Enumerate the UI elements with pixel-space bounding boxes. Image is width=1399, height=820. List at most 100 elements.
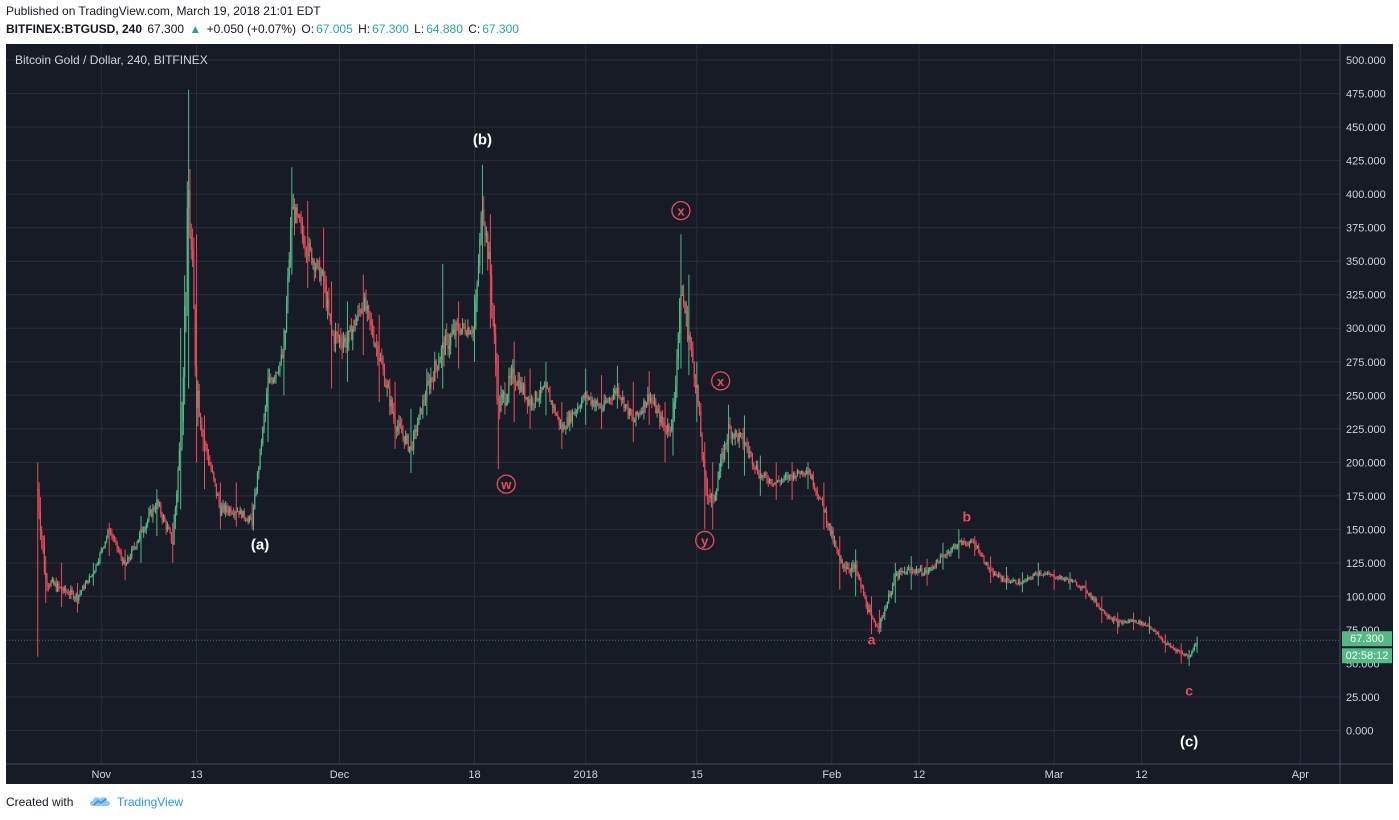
candle-body [978, 546, 980, 553]
candle-body [201, 423, 203, 435]
candle-body [514, 381, 517, 384]
candle-body [489, 251, 491, 276]
candle-body [948, 551, 951, 554]
candle-body [522, 384, 525, 393]
candle-body [563, 424, 566, 430]
chart-area[interactable]: 0.000 25.000 50.000 75.000 100.000 125.000 150… [6, 44, 1393, 784]
candle-body [1101, 607, 1103, 611]
candle-body [532, 399, 534, 405]
candle-body [599, 407, 601, 409]
candle-body [239, 509, 241, 515]
candle-body [185, 292, 187, 306]
candle-body [1037, 574, 1039, 576]
candle-body [399, 422, 401, 427]
candle-body [825, 510, 828, 524]
candle-body [528, 399, 530, 405]
candle-body [641, 411, 644, 413]
candle-body [274, 377, 276, 379]
candle-body [1005, 577, 1008, 583]
candle-body [956, 545, 959, 548]
tradingview-brand-link[interactable]: TradingView [117, 795, 184, 809]
candle-body [326, 299, 329, 308]
candle-body [74, 597, 76, 599]
candle-body [516, 383, 518, 386]
candle-body [980, 554, 982, 556]
candle-body [1122, 621, 1124, 624]
x-tick-label: 12 [1135, 769, 1147, 781]
price-chart[interactable]: 0.00025.00050.00075.000100.000125.000150… [6, 44, 1393, 784]
candle-body [356, 318, 358, 326]
candle-body [733, 433, 735, 438]
candle-body [479, 239, 481, 266]
candle-body [888, 594, 890, 602]
candle-body [831, 530, 833, 534]
candle-body [804, 473, 806, 475]
candle-body [783, 476, 785, 480]
candle-body [567, 417, 570, 425]
candle-body [1163, 641, 1165, 643]
candle-body [203, 435, 206, 444]
candle-body [1117, 620, 1119, 626]
candle-body [162, 516, 165, 520]
candle-body [1130, 620, 1132, 622]
candle-body [643, 400, 645, 413]
candle-body [859, 576, 861, 580]
candle-body [885, 608, 887, 610]
symbol-label[interactable]: BITFINEX:BTGUSD, 240 [6, 22, 143, 36]
candle-body [610, 398, 612, 400]
change-value: +0.050 (+0.07%) [206, 22, 297, 36]
tradingview-cloud-icon[interactable] [88, 793, 112, 809]
candle-body [704, 459, 706, 477]
candle-body [181, 421, 183, 448]
candle-body [66, 591, 68, 593]
candle-body [505, 401, 507, 406]
candle-body [660, 415, 662, 423]
candle-body [964, 542, 967, 544]
candle-body [602, 408, 604, 411]
candle-body [164, 516, 166, 522]
candle-body [872, 617, 874, 619]
candle-body [160, 504, 162, 515]
candle-body [812, 475, 814, 487]
candle-body [1109, 616, 1111, 619]
candle-body [1103, 609, 1106, 614]
candle-body [199, 415, 202, 424]
candle-body [925, 570, 927, 572]
candle-body [1160, 637, 1162, 639]
candle-body [222, 504, 224, 508]
candle-body [1152, 630, 1154, 632]
candle-body [1060, 576, 1062, 579]
candle-body [821, 498, 824, 505]
y-tick-label: 0.000 [1346, 725, 1374, 737]
candle-body [398, 422, 400, 427]
candle-body [252, 508, 255, 526]
candle-body [248, 516, 251, 519]
candle-body [1097, 604, 1099, 606]
wave-label-circle [695, 530, 715, 551]
candle-body [451, 333, 453, 336]
candle-body [371, 324, 374, 336]
candle-body [753, 464, 755, 467]
candle-body [845, 567, 847, 569]
candle-body [150, 510, 153, 517]
candle-body [828, 523, 830, 526]
candle-body [443, 342, 445, 356]
candle-body [856, 564, 858, 574]
candle-body [342, 341, 345, 348]
candle-body [906, 569, 908, 575]
candle-body [71, 589, 73, 593]
candle-body [219, 503, 221, 516]
candle-body [251, 520, 253, 526]
candle-body [862, 588, 865, 596]
wave-label-circle [710, 371, 731, 391]
candle-body [287, 275, 289, 304]
candle-body [561, 423, 563, 431]
candle-body [669, 430, 671, 432]
candle-body [586, 391, 588, 399]
candle-body [41, 530, 43, 538]
candle-body [334, 332, 337, 344]
candle-body [358, 310, 360, 312]
candle-body [937, 559, 939, 562]
candle-body [411, 446, 413, 450]
candle-body [1102, 609, 1104, 611]
